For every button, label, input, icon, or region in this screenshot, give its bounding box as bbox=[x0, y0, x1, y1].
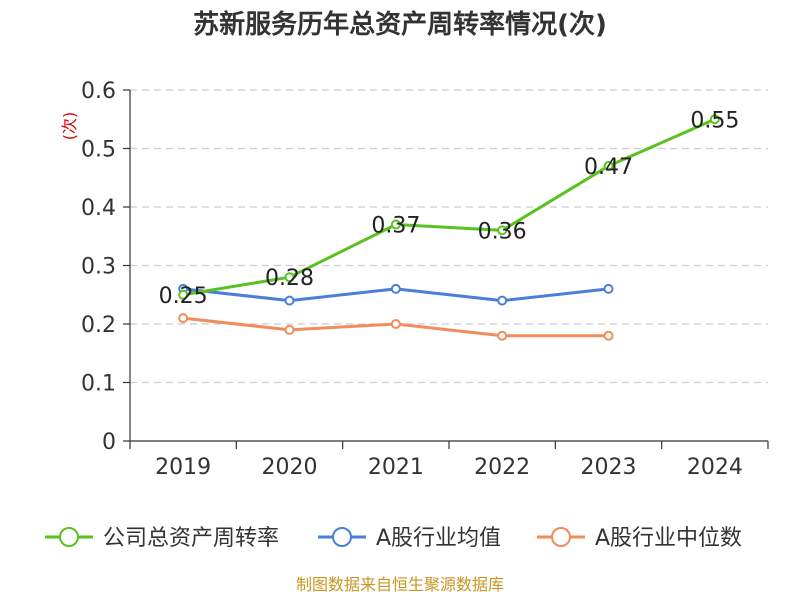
series-group bbox=[178, 114, 720, 341]
x-tick-label-2023: 2023 bbox=[581, 455, 637, 480]
legend-item-1[interactable]: A股行业均值 bbox=[318, 526, 501, 551]
data-labels: 0.25 0.28 0.37 0.36 0.47 0.55 bbox=[159, 108, 740, 309]
data-label-2023: 0.47 bbox=[584, 155, 633, 180]
y-tick-label-0.5: 0.5 bbox=[81, 138, 116, 163]
y-tick-label-0.6: 0.6 bbox=[81, 79, 116, 104]
legend-label-1: A股行业均值 bbox=[376, 526, 501, 551]
y-axis-unit: (次) bbox=[60, 112, 79, 141]
y-tick-label-0.2: 0.2 bbox=[81, 313, 116, 338]
x-tick-label-2021: 2021 bbox=[368, 455, 424, 480]
data-point-0-2024[interactable] bbox=[709, 114, 720, 125]
y-tick-label-0: 0 bbox=[102, 430, 116, 455]
y-tick-label-0.1: 0.1 bbox=[81, 372, 116, 397]
data-point-2-2021[interactable] bbox=[390, 319, 401, 329]
data-point-2-2020[interactable] bbox=[284, 324, 295, 335]
data-point-1-2022[interactable] bbox=[497, 295, 508, 306]
x-tick-label-2019: 2019 bbox=[155, 455, 211, 480]
legend-item-2[interactable]: A股行业中位数 bbox=[537, 526, 742, 551]
data-point-2-2023[interactable] bbox=[603, 330, 614, 341]
x-tick-label-2024: 2024 bbox=[687, 455, 743, 480]
legend-marker-0 bbox=[59, 527, 79, 547]
data-point-1-2021[interactable] bbox=[390, 283, 401, 294]
axes: 0 0.1 0.2 0.3 0.4 0.5 0.6 2019 2020 2021 2022 2023 2… bbox=[81, 79, 769, 480]
legend-item-0[interactable]: 公司总资产周转率 bbox=[45, 526, 279, 551]
data-label-2019: 0.25 bbox=[159, 284, 208, 309]
data-point-1-2023[interactable] bbox=[603, 283, 614, 294]
data-point-1-2020[interactable] bbox=[284, 295, 295, 306]
chart-title: 苏新服务历年总资产周转率情况(次) bbox=[193, 9, 607, 40]
data-label-2024: 0.55 bbox=[690, 108, 739, 133]
x-tick-label-2022: 2022 bbox=[474, 455, 530, 480]
data-point-2-2022[interactable] bbox=[497, 330, 508, 341]
data-label-2022: 0.36 bbox=[478, 219, 527, 244]
data-label-2020: 0.28 bbox=[265, 266, 314, 291]
data-point-2-2019[interactable] bbox=[178, 313, 189, 324]
data-label-2021: 0.37 bbox=[371, 214, 420, 239]
data-point-0-2019[interactable] bbox=[178, 289, 189, 300]
data-point-0-2020[interactable] bbox=[284, 272, 295, 283]
legend-label-2: A股行业中位数 bbox=[595, 526, 742, 551]
data-point-0-2023[interactable] bbox=[603, 161, 614, 172]
source-note: 制图数据来自恒生聚源数据库 bbox=[296, 575, 504, 594]
data-point-0-2021[interactable] bbox=[390, 219, 401, 230]
x-tick-label-2020: 2020 bbox=[262, 455, 318, 480]
series-line-0 bbox=[182, 117, 716, 297]
y-tick-label-0.3: 0.3 bbox=[81, 255, 116, 280]
y-tick-label-0.4: 0.4 bbox=[81, 196, 116, 221]
grid-lines bbox=[130, 89, 768, 384]
legend[interactable]: 公司总资产周转率 A股行业均值 A股行业中位数 bbox=[45, 526, 742, 551]
legend-label-0: 公司总资产周转率 bbox=[103, 526, 279, 551]
data-point-0-2022[interactable] bbox=[497, 225, 508, 236]
legend-marker-1 bbox=[332, 527, 352, 547]
legend-marker-2 bbox=[551, 527, 571, 547]
